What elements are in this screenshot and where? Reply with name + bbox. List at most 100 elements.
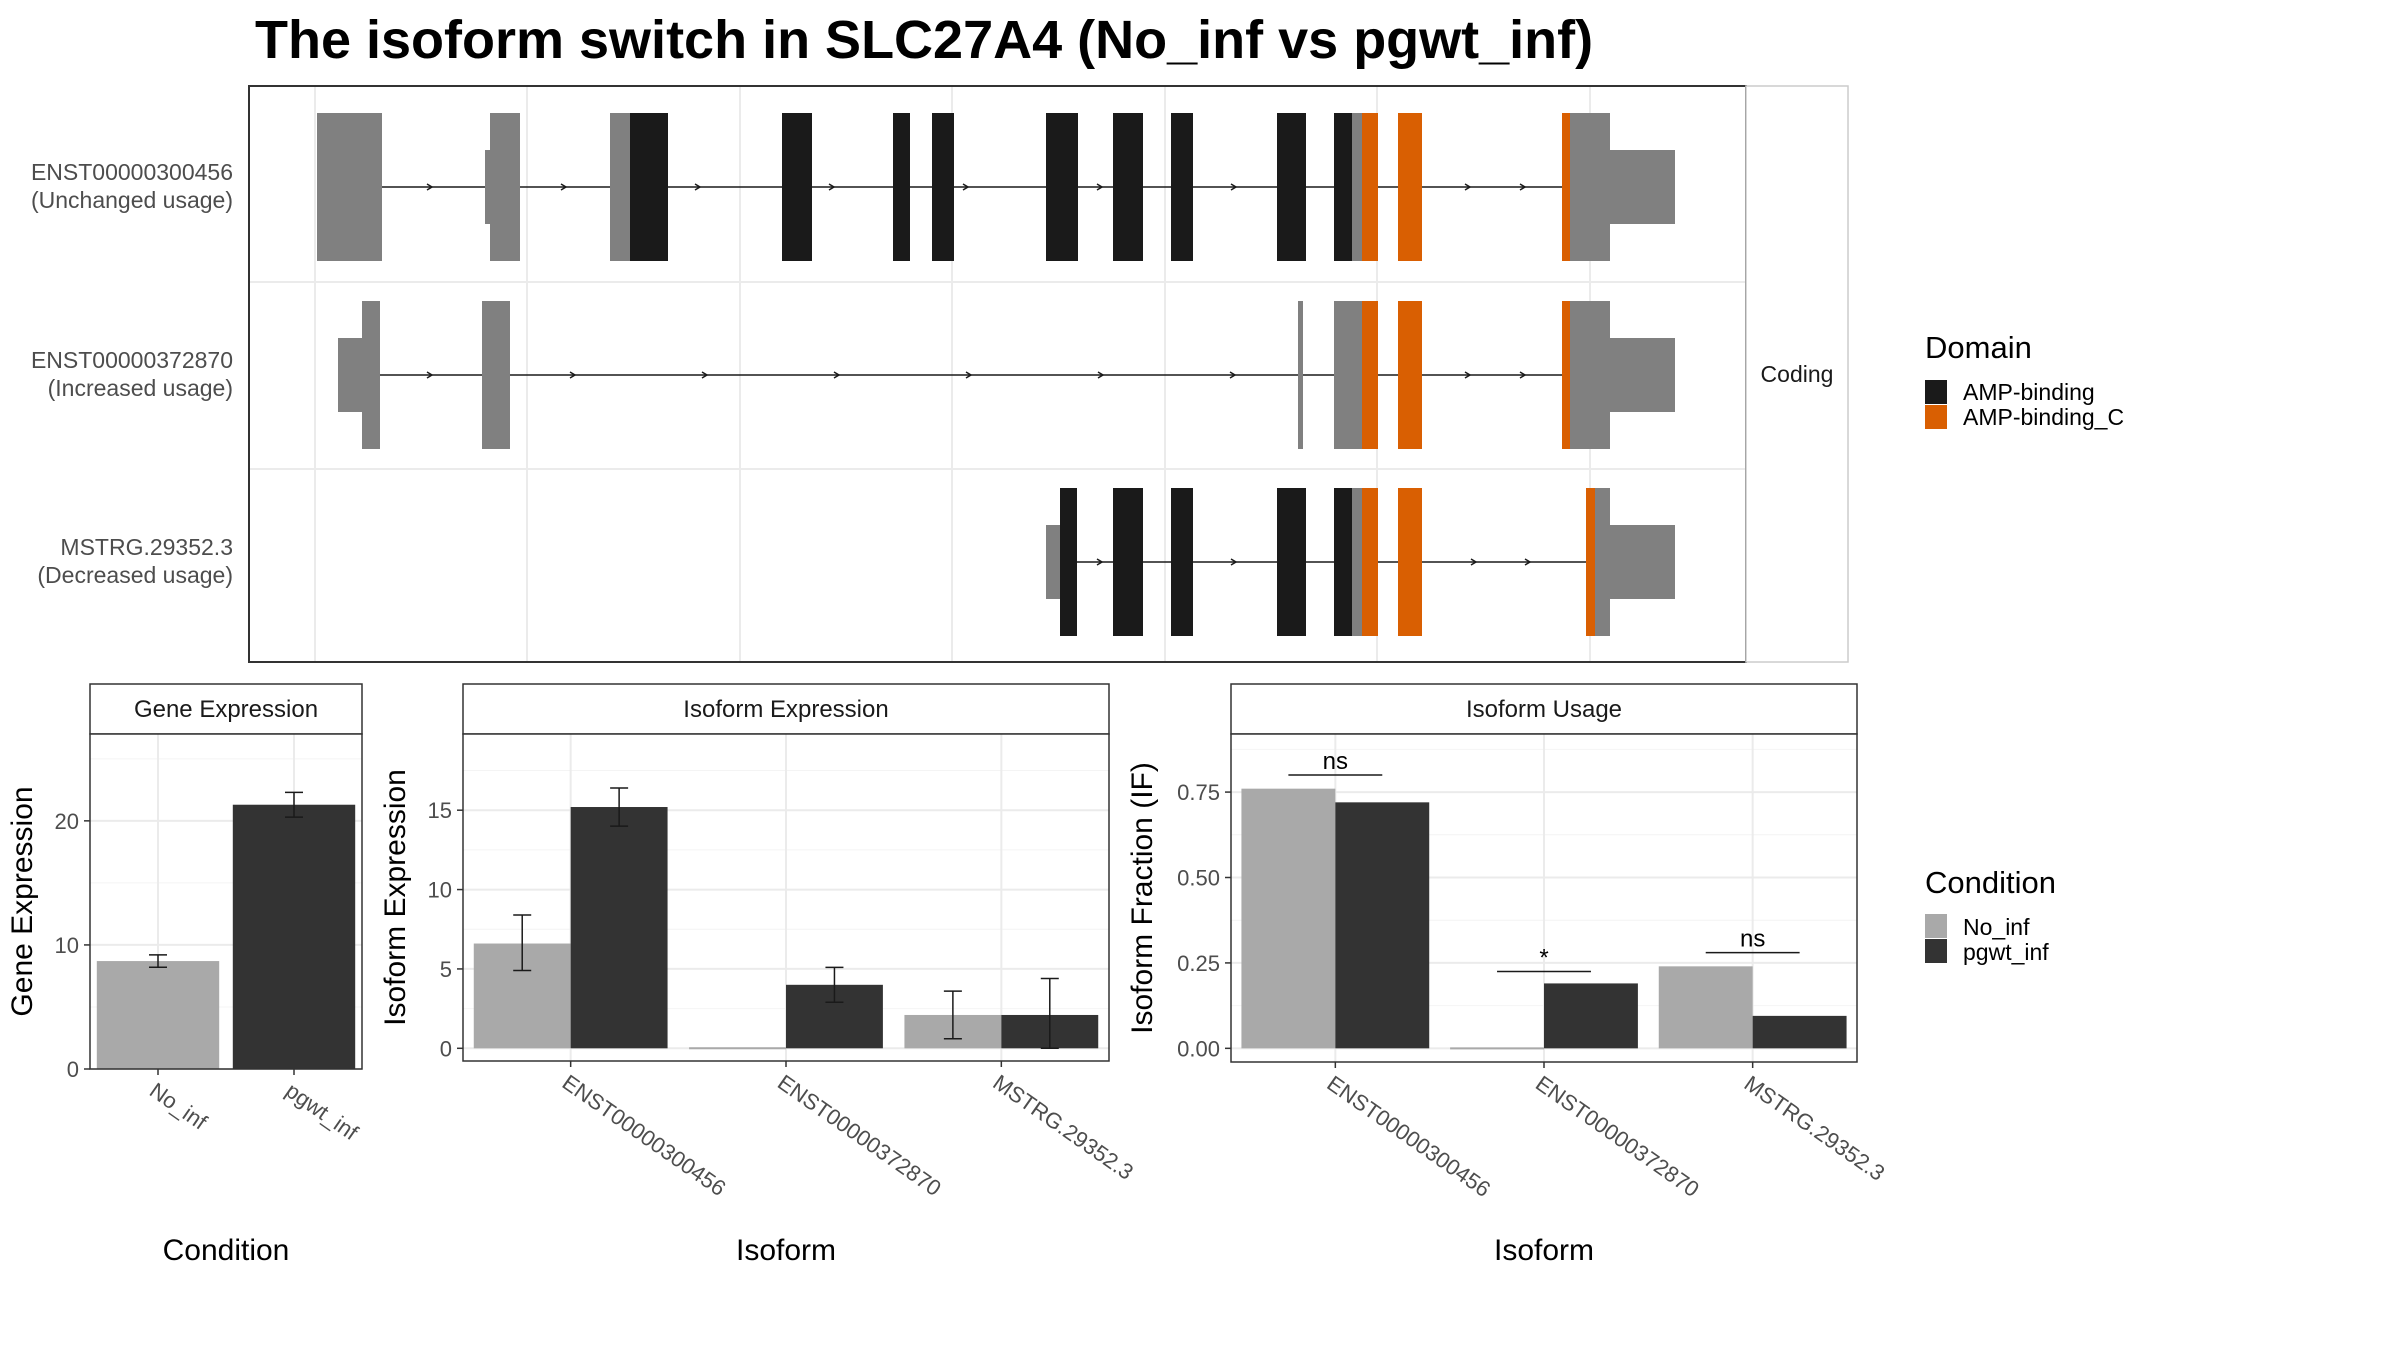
x-tick-label: ENST00000300456 (558, 1070, 731, 1201)
exon (338, 338, 362, 412)
strand-arrow (1464, 183, 1472, 191)
exon-amp-binding (1171, 488, 1193, 636)
exon-amp-binding (1334, 113, 1352, 261)
x-tick-label: MSTRG.29352.3 (1740, 1071, 1890, 1186)
x-tick-label: ENST00000372870 (1531, 1071, 1704, 1202)
domain-legend: Domain AMP-binding AMP-binding_C (1925, 330, 2124, 430)
strand-arrow (1470, 558, 1478, 566)
exon (317, 113, 382, 261)
legend-key-no-inf (1925, 914, 1947, 938)
bar (232, 804, 356, 1069)
x-tick-label: ENST00000372870 (773, 1070, 946, 1201)
bar (1752, 1015, 1847, 1049)
significance-label: ns (1323, 748, 1348, 775)
y-tick-label: 0 (67, 1057, 79, 1082)
strip-coding (1745, 85, 1849, 663)
strand-arrow (1230, 183, 1238, 191)
y-tick-label: 0.50 (1177, 866, 1220, 891)
legend-label-amp-binding: AMP-binding (1963, 379, 2095, 405)
y-tick-label: 10 (55, 933, 79, 958)
x-axis-title: Condition (163, 1234, 290, 1267)
y-tick-label: 15 (428, 798, 452, 823)
exon (490, 113, 520, 261)
exon-amp-binding (1277, 488, 1306, 636)
exon-amp-binding-c (1362, 113, 1378, 261)
exon (1570, 301, 1610, 449)
isoform-expression-chart: Isoform Expression 0 5 10 15 ENST00000300456 E… (379, 683, 1138, 1267)
exon (1352, 488, 1362, 636)
isoform-usage-chart: Isoform Usage ns * ns 0.00 0.25 0.50 0.75 ENST00… (1126, 683, 1890, 1267)
exon-amp-binding-c (1562, 113, 1570, 261)
transcript-label-id: ENST00000300456 (31, 159, 233, 185)
exon (485, 150, 490, 224)
legend-label-amp-binding-c: AMP-binding_C (1963, 404, 2124, 430)
exon-amp-binding-c (1586, 488, 1595, 636)
exon-amp-binding (1046, 113, 1078, 261)
transcript-label-usage: (Decreased usage) (37, 562, 233, 588)
transcript-structure-panel: Coding ENST00000300456 (Unchanged usage)… (31, 85, 1849, 663)
strand-arrow (1096, 558, 1104, 566)
bar (1658, 966, 1753, 1049)
bar (570, 807, 668, 1049)
strand-arrow (1524, 558, 1532, 566)
x-axis-title: Isoform (736, 1234, 836, 1267)
x-tick-label: No_inf (145, 1078, 212, 1135)
facet-strip-label: Isoform Expression (683, 696, 888, 723)
legend-label-pgwt-inf: pgwt_inf (1963, 939, 2049, 965)
exon-amp-binding-c (1362, 488, 1378, 636)
legend-key-pgwt-inf (1925, 939, 1947, 963)
exon (1298, 301, 1303, 449)
strand-arrow (569, 371, 577, 379)
exon (1595, 488, 1610, 636)
transcript-label-id: MSTRG.29352.3 (60, 534, 233, 560)
exon-amp-binding (893, 113, 910, 261)
exon-amp-binding (1277, 113, 1306, 261)
legend-key-amp-binding (1925, 380, 1947, 404)
facet-strip-label: Gene Expression (134, 696, 318, 723)
strand-arrow (701, 371, 709, 379)
exon-amp-binding-c (1398, 488, 1422, 636)
exon (1610, 150, 1675, 224)
legend-key-amp-binding-c (1925, 405, 1947, 429)
exon (1570, 113, 1610, 261)
strand-arrow (426, 183, 434, 191)
exon-amp-binding (1171, 113, 1193, 261)
exon (1046, 525, 1060, 599)
exon-amp-binding-c (1562, 301, 1570, 449)
transcript-structure (338, 301, 1675, 449)
exon (610, 113, 630, 261)
exon-amp-binding (630, 113, 668, 261)
strand-arrow (965, 371, 973, 379)
exon (362, 301, 380, 449)
strand-arrow (694, 183, 702, 191)
strand-arrow (560, 183, 568, 191)
strand-arrow (962, 183, 970, 191)
transcript-label-usage: (Increased usage) (48, 375, 233, 401)
y-tick-label: 0 (440, 1036, 452, 1061)
gene-expression-chart: Gene Expression 0 10 20 No_inf pgwt_inf Condit… (6, 683, 363, 1267)
exon (1610, 525, 1675, 599)
panel-border (89, 733, 363, 1070)
y-tick-label: 10 (428, 878, 452, 903)
exon (482, 301, 510, 449)
y-tick-label: 0.25 (1177, 951, 1220, 976)
facet-strip-label: Isoform Usage (1466, 696, 1622, 723)
exon (1352, 113, 1362, 261)
bar (1335, 802, 1430, 1049)
strand-arrow (1230, 558, 1238, 566)
figure-title: The isoform switch in SLC27A4 (No_inf vs… (255, 10, 1593, 70)
transcript-structure (1046, 488, 1675, 636)
transcript-structure (317, 113, 1675, 261)
y-tick-label: 0.00 (1177, 1036, 1220, 1061)
domain-legend-title: Domain (1925, 330, 2032, 365)
y-axis-title: Isoform Fraction (IF) (1126, 762, 1159, 1034)
y-tick-label: 0.75 (1177, 780, 1220, 805)
strand-arrow (1096, 183, 1104, 191)
facet-strip (462, 683, 1110, 735)
bar (96, 961, 220, 1069)
strip-coding-label: Coding (1761, 361, 1834, 387)
x-tick-label: ENST00000300456 (1322, 1071, 1495, 1202)
y-tick-label: 5 (440, 957, 452, 982)
exon-amp-binding (1113, 488, 1143, 636)
exon-amp-binding (1060, 488, 1077, 636)
